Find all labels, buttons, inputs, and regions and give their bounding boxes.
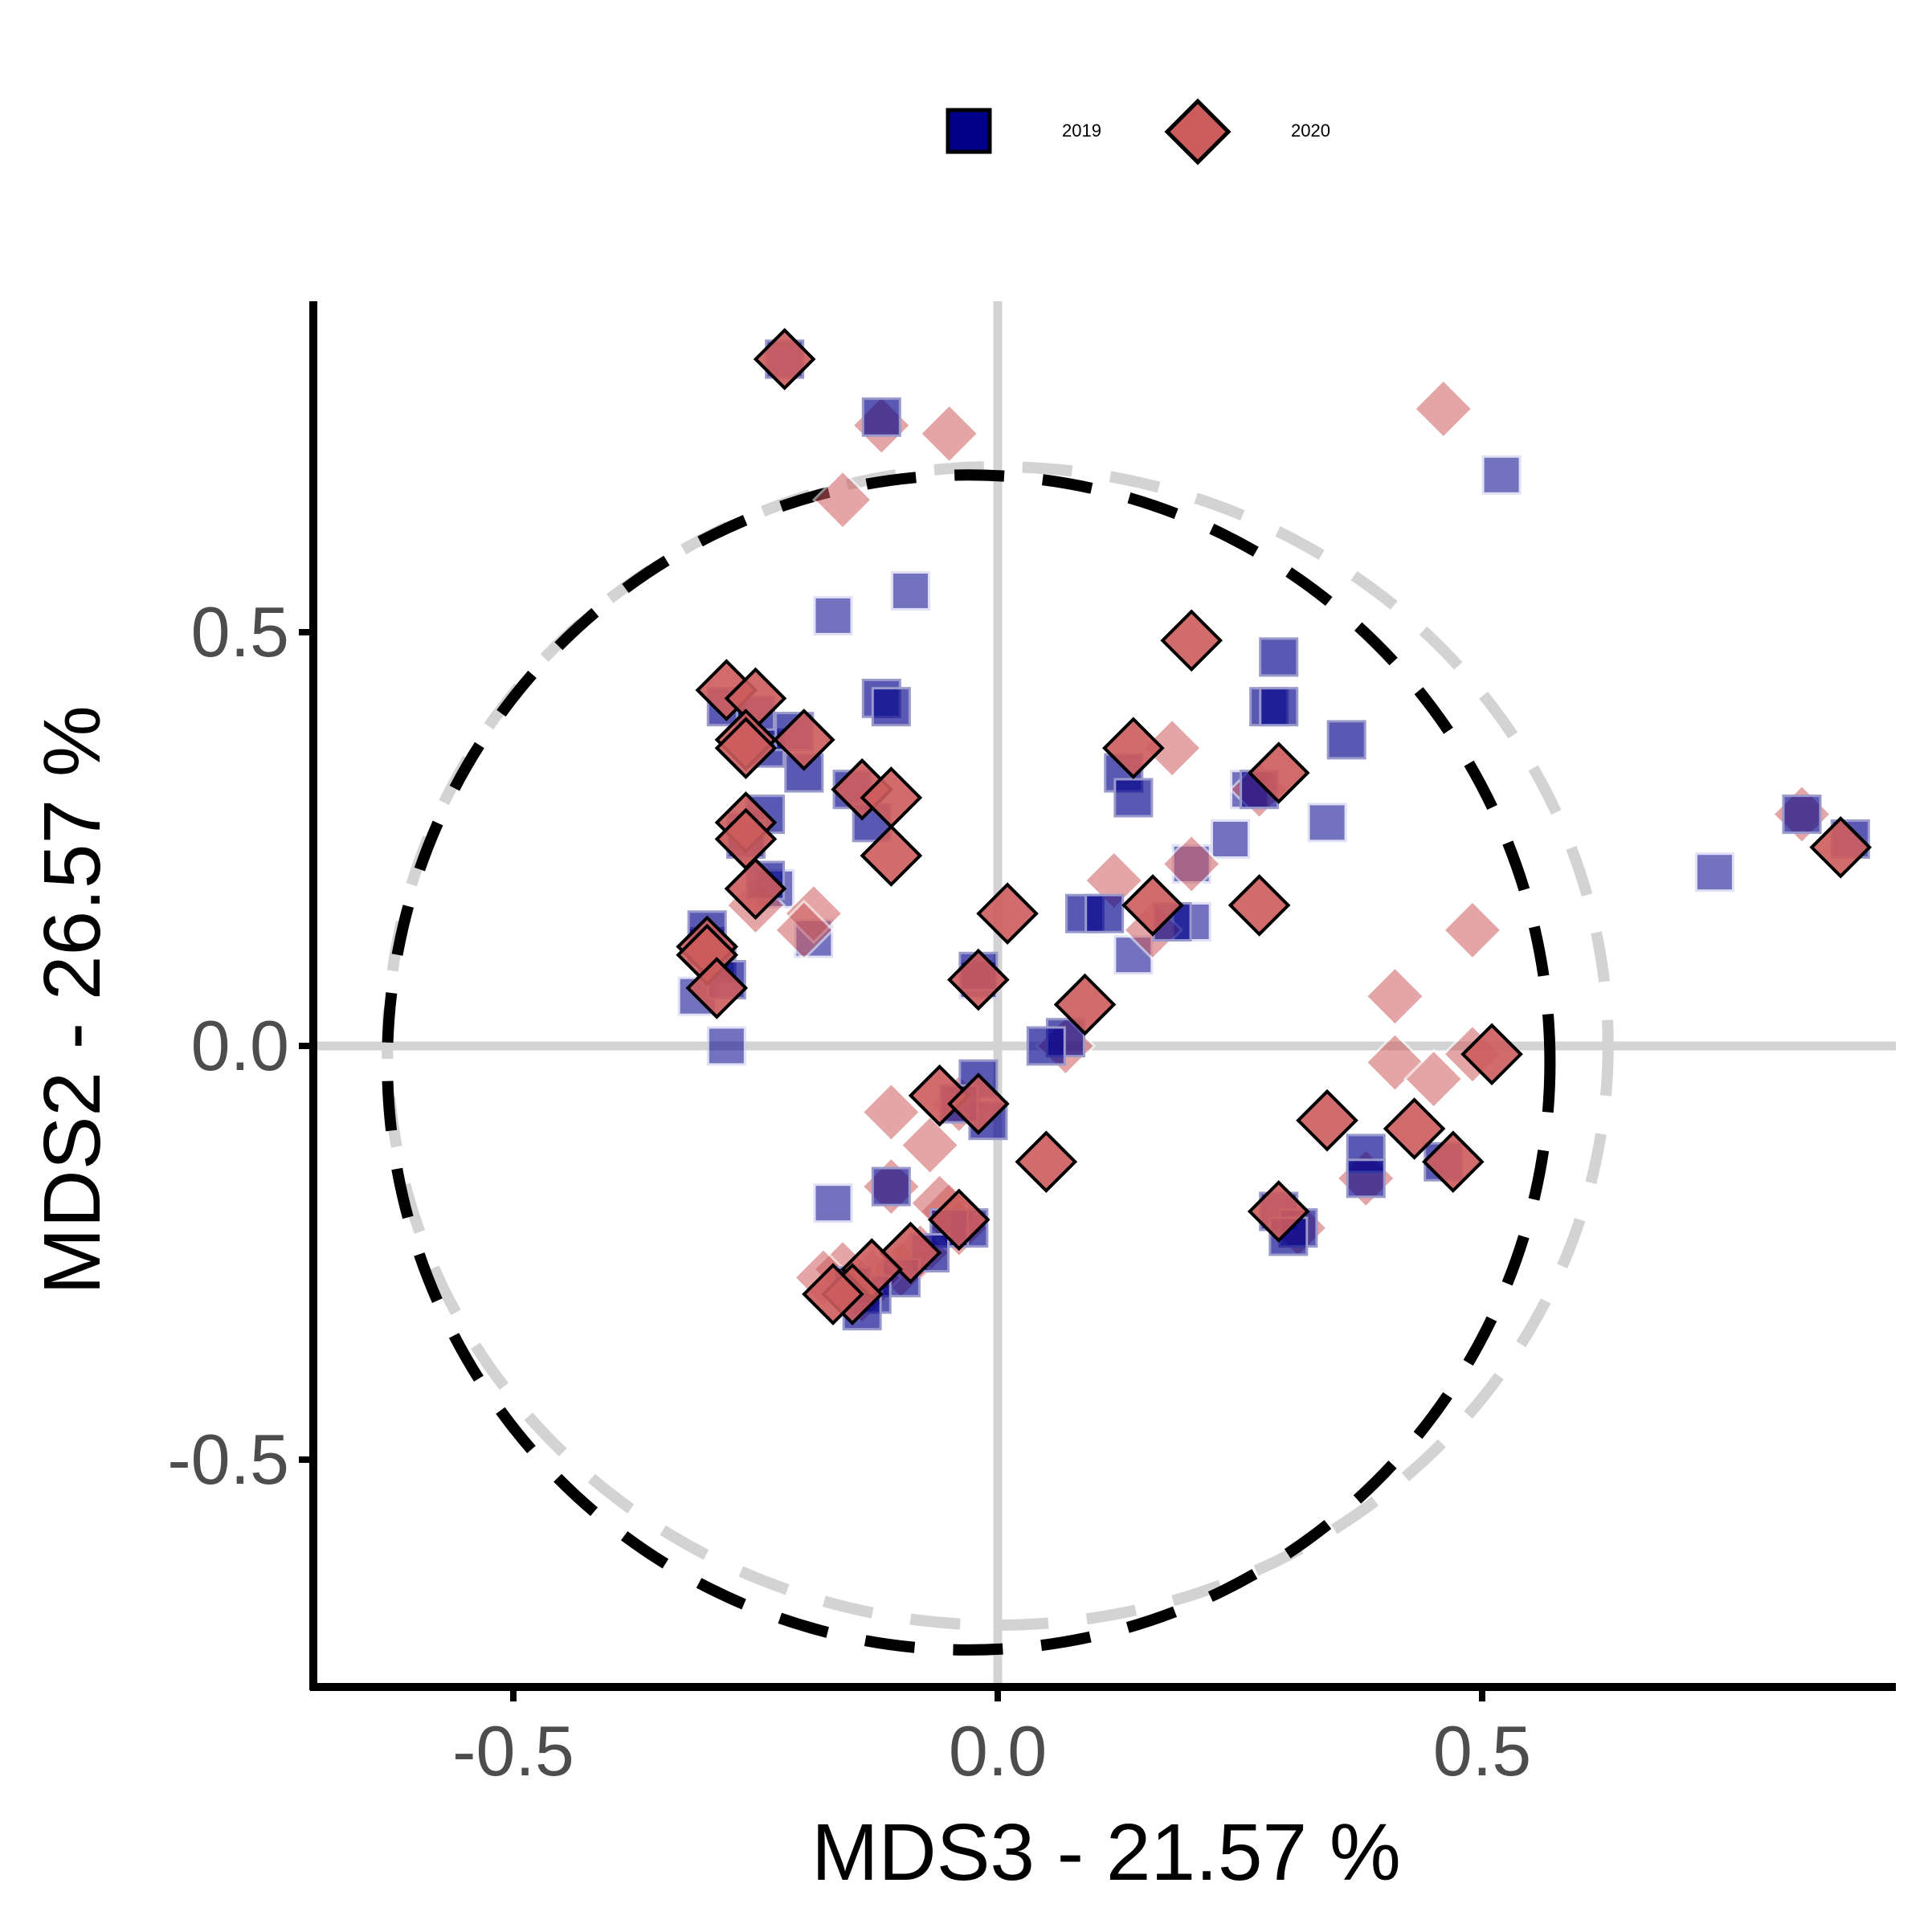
point-2019-26 [1326, 720, 1366, 760]
y-tick-label-2: 0.5 [191, 592, 289, 672]
point-2020-faded-0 [918, 402, 980, 464]
point-2019-faded-15 [813, 1183, 853, 1223]
point-2020-faded-30 [773, 899, 835, 961]
point-2020-faded-2 [811, 469, 874, 531]
point-2020-0 [753, 328, 816, 390]
legend-marker-2019 [946, 108, 992, 154]
x-tick-label-1: 0.0 [949, 1711, 1047, 1791]
ellipses [382, 461, 1614, 1656]
point-2020-36 [1809, 815, 1873, 879]
point-2020-5 [772, 709, 835, 771]
point-2020-11 [724, 857, 787, 921]
ellipse-2019 [382, 461, 1614, 1631]
point-2020-19 [1121, 874, 1184, 937]
x-tick-label-2: 0.5 [1433, 1711, 1531, 1791]
x-tick-label-0: -0.5 [452, 1711, 574, 1791]
point-2020-faded-5 [1161, 833, 1223, 895]
point-2019-33 [871, 1166, 911, 1207]
point-2019-29 [1026, 1026, 1066, 1066]
data-points [676, 328, 1873, 1331]
point-2019-faded-1 [706, 1026, 746, 1066]
point-2019-faded-10 [1307, 803, 1347, 843]
point-2020-8 [860, 824, 923, 887]
legend-label-2020: 2020 [1291, 120, 1330, 141]
point-2020-faded-3 [1412, 378, 1474, 440]
point-2020-25 [1015, 1130, 1078, 1194]
point-2019-47 [1782, 794, 1822, 835]
point-2020-24 [947, 1072, 1010, 1135]
point-2020-faded-12 [1403, 1048, 1464, 1110]
point-2019-1 [861, 397, 901, 437]
point-2020-20 [1227, 874, 1291, 937]
point-2020-faded-10 [1364, 966, 1426, 1027]
point-2020-faded-17 [899, 1114, 961, 1176]
point-2020-31 [1247, 1180, 1310, 1243]
x-axis-title: MDS3 - 21.57 % [811, 1807, 1401, 1897]
point-2020-35 [1460, 1023, 1523, 1086]
y-axis-title: MDS2 - 26.57 % [27, 705, 117, 1295]
point-2020-15 [976, 882, 1039, 946]
point-2019-faded-5 [813, 595, 853, 635]
point-2020-26 [927, 1188, 991, 1252]
y-tick-label-0: -0.5 [167, 1419, 289, 1499]
point-2019-faded-9 [1210, 819, 1250, 859]
point-2020-32 [1296, 1089, 1358, 1152]
point-2019-17 [871, 687, 911, 727]
point-2020-4 [714, 717, 778, 780]
point-2019-faded-13 [1694, 852, 1734, 892]
point-2020-faded-9 [1441, 899, 1504, 961]
point-2019-24 [1259, 687, 1299, 727]
point-2020-18 [1102, 717, 1165, 780]
point-2020-17 [1053, 973, 1117, 1036]
point-2020-21 [1247, 741, 1310, 804]
legend-label-2019: 2019 [1062, 120, 1101, 141]
y-tick-label-1: 0.0 [191, 1006, 289, 1085]
point-2019-faded-12 [1481, 455, 1522, 495]
point-2019-25 [1259, 637, 1299, 677]
point-2020-16 [947, 948, 1010, 1011]
ellipse-2020 [382, 469, 1556, 1656]
point-2020-33 [1383, 1097, 1446, 1160]
point-2019-45 [1346, 1158, 1386, 1199]
point-2019-21 [1113, 778, 1154, 818]
point-2019-19 [1084, 893, 1125, 933]
point-2020-34 [1421, 1130, 1485, 1194]
legend-marker-2020 [1164, 98, 1232, 165]
point-2020-14 [685, 957, 749, 1019]
axes: -0.5 0.0 0.5 -0.5 0.0 0.5 [167, 301, 1896, 1791]
point-2020-30 [802, 1263, 864, 1325]
point-2019-faded-6 [890, 571, 930, 611]
legend: 2019 2020 [946, 98, 1330, 165]
point-2020-22 [1160, 609, 1223, 672]
point-2020-faded-16 [860, 1081, 922, 1143]
